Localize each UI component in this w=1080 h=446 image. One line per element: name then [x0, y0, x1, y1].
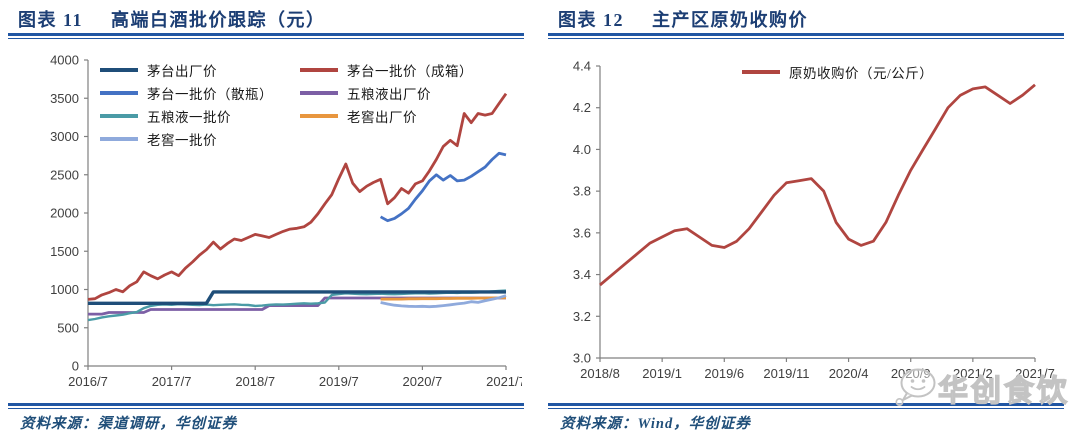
series-line	[379, 151, 507, 223]
liquor-price-chart-area: 0 500 1000 1500 2000 2500 3000 3500 4000 2016/7 20…	[18, 42, 522, 400]
y-axis-tick-label: 3000	[50, 129, 79, 144]
legend-item: 老窖一批价	[100, 127, 300, 150]
legend-label: 茅台出厂价	[147, 63, 217, 79]
x-axis-tick-label: 2019/7	[319, 374, 359, 389]
watermark: 华创食饮	[892, 366, 1070, 410]
watermark-text: 华创食饮	[937, 374, 1070, 408]
x-axis-tick-label: 2016/7	[68, 374, 108, 389]
y-axis-tick-label: 2000	[50, 206, 79, 221]
title-divider	[8, 33, 524, 39]
legend-swatch	[300, 67, 338, 72]
bottom-divider	[8, 403, 524, 409]
legend-swatch	[100, 136, 138, 141]
y-axis-tick-label: 3500	[50, 91, 79, 106]
y-axis-tick-label: 3.4	[573, 267, 591, 282]
series-line	[88, 290, 506, 305]
milk-price-line-chart: 3.0 3.2 3.4 3.6 3.8 4.0 4.2 4.4 2018/8 2019/1 2019…	[573, 59, 1055, 382]
x-axis-tick-label: 2018/8	[580, 366, 620, 381]
y-axis-tick-label: 0	[72, 359, 79, 374]
figure-12-title-text: 主产区原奶收购价	[652, 10, 808, 30]
legend-label: 茅台一批价（成箱）	[347, 63, 473, 79]
legend-item: 茅台出厂价	[100, 58, 300, 81]
x-axis-tick-label: 2021/7	[486, 374, 522, 389]
y-axis-tick-label: 1000	[50, 282, 79, 297]
y-axis-tick-label: 500	[57, 320, 79, 335]
y-axis-tick-label: 1500	[50, 244, 79, 259]
figure-12-heading: 图表 12 主产区原奶收购价	[558, 6, 808, 32]
y-axis-tick-label: 3.6	[573, 225, 591, 240]
legend-label: 老窖一批价	[147, 132, 217, 148]
figure-12-source-note: 资料来源：Wind，华创证券	[560, 416, 751, 432]
bottom-divider	[548, 403, 1064, 409]
liquor-chart-legend: 茅台出厂价茅台一批价（散瓶） 五粮液一批价 老窖一批价 茅台一批价（成箱） 五粮液出厂价…	[100, 58, 473, 150]
legend-item: 茅台一批价（成箱）	[300, 58, 473, 81]
y-axis-tick-label: 3.0	[573, 351, 591, 366]
y-axis-tick-label: 3.8	[573, 184, 591, 199]
legend-item: 五粮液出厂价	[300, 81, 473, 104]
legend-swatch	[100, 90, 138, 95]
legend-label: 原奶收购价（元/公斤）	[789, 65, 934, 81]
series-line	[380, 296, 507, 301]
figure-12-label: 图表 12	[558, 10, 624, 30]
title-divider	[548, 33, 1064, 39]
y-axis-tick-label: 4.2	[573, 100, 591, 115]
y-axis-tick-label: 2500	[50, 167, 79, 182]
legend-swatch	[100, 113, 138, 118]
milk-chart-legend: 原奶收购价（元/公斤）	[742, 60, 933, 83]
y-axis-tick-label: 3.2	[573, 309, 591, 324]
liquor-price-line-chart: 0 500 1000 1500 2000 2500 3000 3500 4000 2016/7 20…	[50, 53, 522, 390]
legend-swatch	[100, 67, 138, 72]
figure-11-panel: 图表 11 高端白酒批价跟踪（元） 0 500 1000 1500 2000 2500 300…	[0, 0, 540, 446]
legend-swatch	[300, 90, 338, 95]
legend-column: 茅台一批价（成箱） 五粮液出厂价 老窖出厂价	[300, 58, 473, 150]
y-axis-tick-label: 4000	[50, 53, 79, 68]
x-axis-tick-label: 2019/1	[642, 366, 682, 381]
legend-swatch	[300, 113, 338, 118]
figure-11-heading: 图表 11 高端白酒批价跟踪（元）	[18, 6, 326, 32]
legend-label: 五粮液一批价	[147, 109, 231, 125]
y-axis-tick-label: 4.0	[573, 142, 591, 157]
legend-swatch	[742, 69, 780, 74]
figure-12-panel: 图表 12 主产区原奶收购价 3.0 3.2 3.4 3.6 3.8 4.0 4.2 4.4 20…	[540, 0, 1080, 446]
legend-column: 茅台出厂价茅台一批价（散瓶） 五粮液一批价 老窖一批价	[100, 58, 300, 150]
x-axis-tick-label: 2021/7	[1015, 366, 1055, 381]
series-line	[380, 294, 507, 309]
x-axis-tick-label: 2018/7	[235, 374, 275, 389]
legend-item: 五粮液一批价	[100, 104, 300, 127]
x-axis-tick-label: 2020/4	[829, 366, 869, 381]
figure-11-source-note: 资料来源：渠道调研，华创证券	[20, 416, 237, 432]
figure-11-label: 图表 11	[18, 10, 84, 30]
y-axis-tick-label: 4.4	[573, 59, 591, 74]
legend-item: 茅台一批价（散瓶）	[100, 81, 300, 104]
legend-label: 老窖出厂价	[347, 109, 417, 125]
x-axis-tick-label: 2021/2	[953, 366, 993, 381]
x-axis-tick-label: 2020/7	[403, 374, 443, 389]
milk-price-chart-area: 3.0 3.2 3.4 3.6 3.8 4.0 4.2 4.4 2018/8 2019/1 2019…	[558, 42, 1062, 400]
x-axis-tick-label: 2019/11	[763, 366, 809, 381]
series-line	[599, 83, 1036, 287]
x-axis-tick-label: 2017/7	[152, 374, 192, 389]
legend-item: 原奶收购价（元/公斤）	[742, 60, 933, 83]
figure-11-title-text: 高端白酒批价跟踪（元）	[111, 10, 326, 30]
legend-label: 茅台一批价（散瓶）	[147, 86, 273, 102]
wechat-bubble-icon	[895, 368, 936, 406]
series-line	[87, 92, 508, 301]
legend-label: 五粮液出厂价	[347, 86, 431, 102]
x-axis-tick-label: 2019/6	[704, 366, 744, 381]
legend-item: 老窖出厂价	[300, 104, 473, 127]
